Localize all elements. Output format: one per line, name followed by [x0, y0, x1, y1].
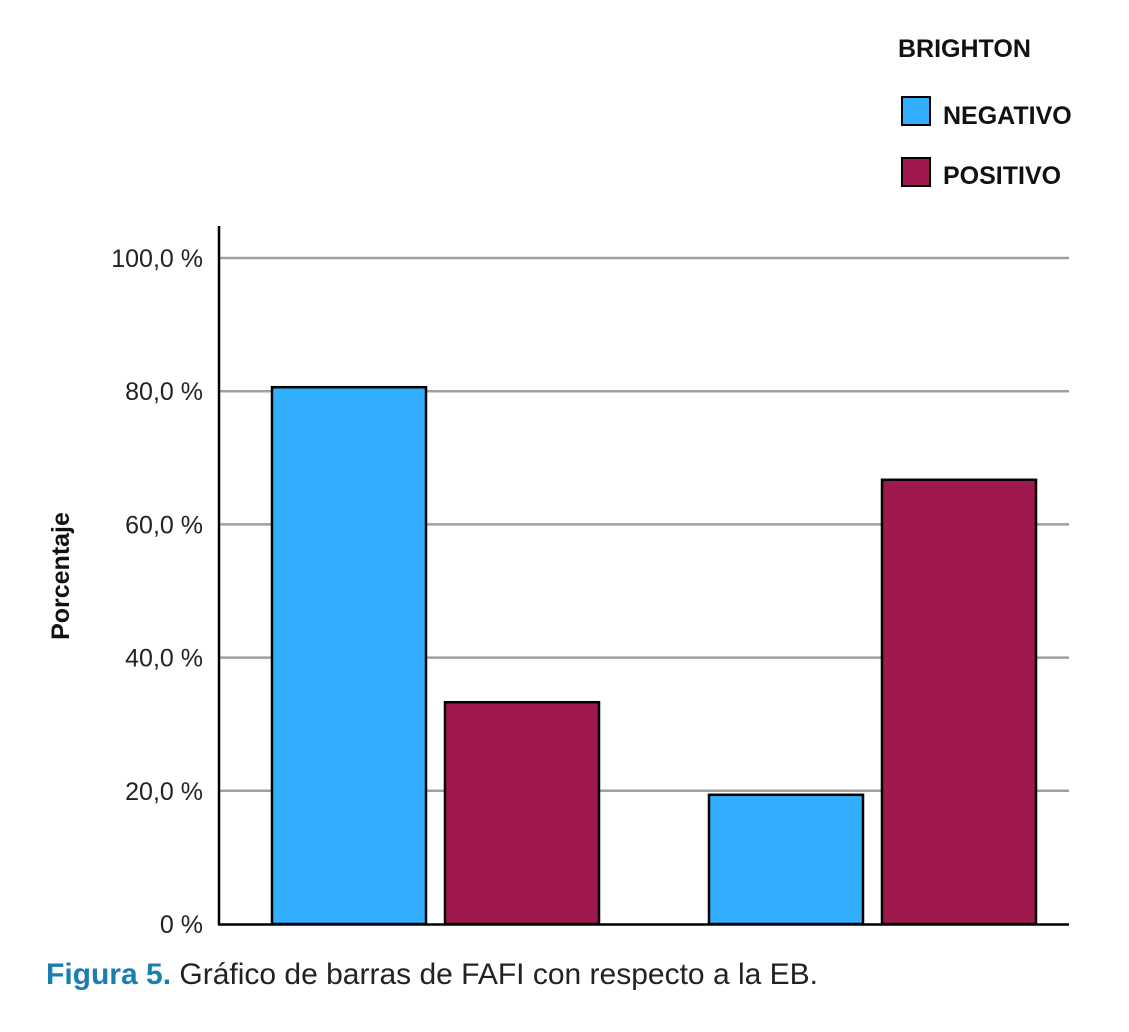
legend-title: BRIGHTON [898, 35, 1031, 63]
y-tick-label: 0 % [160, 911, 203, 939]
y-tick-labels: 0 % 20,0 % 40,0 % 60,0 % 80,0 % 100,0 % [111, 245, 203, 939]
y-tick-label: 20,0 % [125, 778, 203, 806]
caption-text: Gráfico de barras de FAFI con respecto a… [171, 958, 819, 991]
y-axis-label: Porcentaje [47, 512, 75, 640]
y-tick-label: 100,0 % [111, 245, 203, 273]
legend-swatch-negativo [901, 96, 931, 126]
legend-swatch-positivo [901, 157, 931, 187]
bar-negativo-2 [707, 793, 865, 926]
y-tick-label: 40,0 % [125, 645, 203, 673]
legend-label-negativo: NEGATIVO [943, 102, 1072, 130]
caption-label: Figura 5. [46, 958, 172, 991]
legend-label-positivo: POSITIVO [943, 162, 1061, 190]
y-tick-label: 80,0 % [125, 378, 203, 406]
bar-negativo-1 [270, 385, 428, 926]
legend: BRIGHTON NEGATIVO POSITIVO [898, 35, 1072, 190]
figure-caption: Figura 5. Gráfico de barras de FAFI con … [46, 958, 818, 992]
bar-positivo-2 [880, 478, 1038, 926]
y-tick-label: 60,0 % [125, 511, 203, 539]
bar-positivo-1 [443, 700, 601, 926]
bars [270, 385, 1038, 926]
